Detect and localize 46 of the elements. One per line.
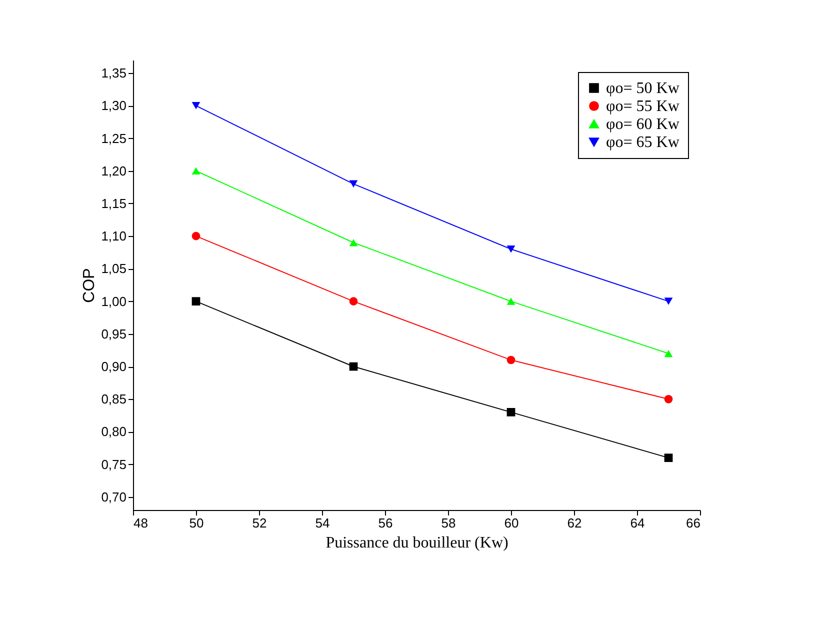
x-tick-label: 50 [189,516,204,530]
x-tick-label: 62 [567,516,582,530]
point [506,298,516,305]
y-tick-label: 1,30 [101,98,126,114]
y-tick-label: 0,90 [101,359,126,374]
y-tick-label: 0,80 [101,424,126,440]
x-tick-label: 66 [686,516,700,530]
point [349,238,358,246]
y-tick-label: 0,70 [101,489,126,504]
y-tick-label: 1,35 [101,66,126,81]
y-tick-label: 1,15 [101,196,126,211]
legend-label: φo= 60 Kw [606,116,680,133]
y-tick-label: 0,75 [101,456,126,472]
y-tick-label: 1,00 [101,294,126,309]
x-tick-label: 56 [378,516,393,530]
x-tick-label: 58 [441,516,456,530]
point [664,298,673,305]
point [192,297,200,306]
point [664,350,673,358]
point [349,362,358,371]
point [664,394,673,404]
x-tick-label: 60 [504,516,519,530]
point [192,232,200,240]
point [506,356,516,364]
point [506,408,516,416]
point [664,454,673,462]
y-tick-label: 1,20 [101,163,126,178]
x-tick-label: 64 [630,516,645,530]
y-axis-title: COP [81,268,98,303]
x-tick-label: 54 [315,516,330,530]
x-axis-title: Puissance du bouilleur (Kw) [326,534,508,552]
legend-label: φo= 55 Kw [606,98,680,115]
x-tick-label: 52 [252,516,267,530]
point [349,297,358,306]
point [349,180,358,188]
y-tick-label: 1,05 [101,261,126,276]
y-tick-label: 0,95 [101,326,126,342]
y-tick-label: 1,10 [101,228,126,244]
legend-label: φo= 65 Kw [606,134,680,151]
y-tick-label: 1,25 [101,130,126,146]
point [192,102,200,110]
point [506,246,516,253]
y-tick-label: 0,85 [101,392,126,407]
legend-label: φo= 50 Kw [606,80,680,97]
x-tick-label: 48 [134,516,148,530]
point [192,167,200,174]
